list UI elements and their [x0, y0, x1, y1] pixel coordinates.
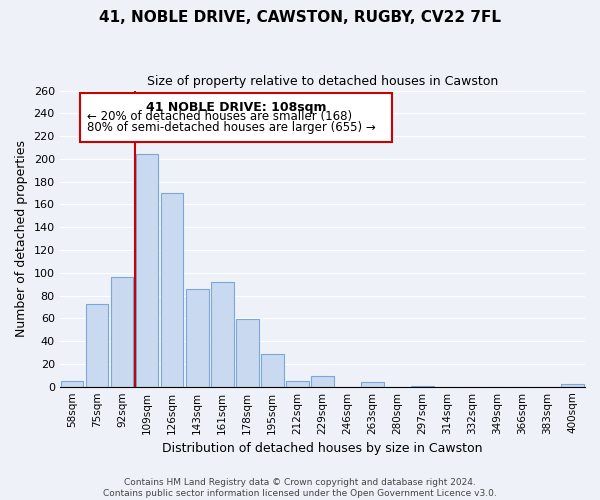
- Bar: [261, 354, 284, 386]
- Bar: [211, 282, 233, 387]
- Bar: [61, 381, 83, 386]
- Bar: [311, 376, 334, 386]
- Bar: [561, 384, 584, 386]
- Bar: [111, 278, 133, 386]
- Bar: [361, 382, 383, 386]
- Bar: [236, 320, 259, 386]
- Bar: [186, 288, 209, 386]
- Text: 41, NOBLE DRIVE, CAWSTON, RUGBY, CV22 7FL: 41, NOBLE DRIVE, CAWSTON, RUGBY, CV22 7F…: [99, 10, 501, 25]
- Text: 41 NOBLE DRIVE: 108sqm: 41 NOBLE DRIVE: 108sqm: [146, 101, 326, 114]
- Bar: [161, 193, 184, 386]
- Bar: [86, 304, 109, 386]
- FancyBboxPatch shape: [80, 93, 392, 142]
- Title: Size of property relative to detached houses in Cawston: Size of property relative to detached ho…: [147, 75, 498, 88]
- Bar: [286, 381, 308, 386]
- Text: Contains HM Land Registry data © Crown copyright and database right 2024.
Contai: Contains HM Land Registry data © Crown c…: [103, 478, 497, 498]
- Text: ← 20% of detached houses are smaller (168): ← 20% of detached houses are smaller (16…: [87, 110, 352, 123]
- Bar: [136, 154, 158, 386]
- Text: 80% of semi-detached houses are larger (655) →: 80% of semi-detached houses are larger (…: [87, 122, 376, 134]
- Y-axis label: Number of detached properties: Number of detached properties: [15, 140, 28, 337]
- X-axis label: Distribution of detached houses by size in Cawston: Distribution of detached houses by size …: [162, 442, 482, 455]
